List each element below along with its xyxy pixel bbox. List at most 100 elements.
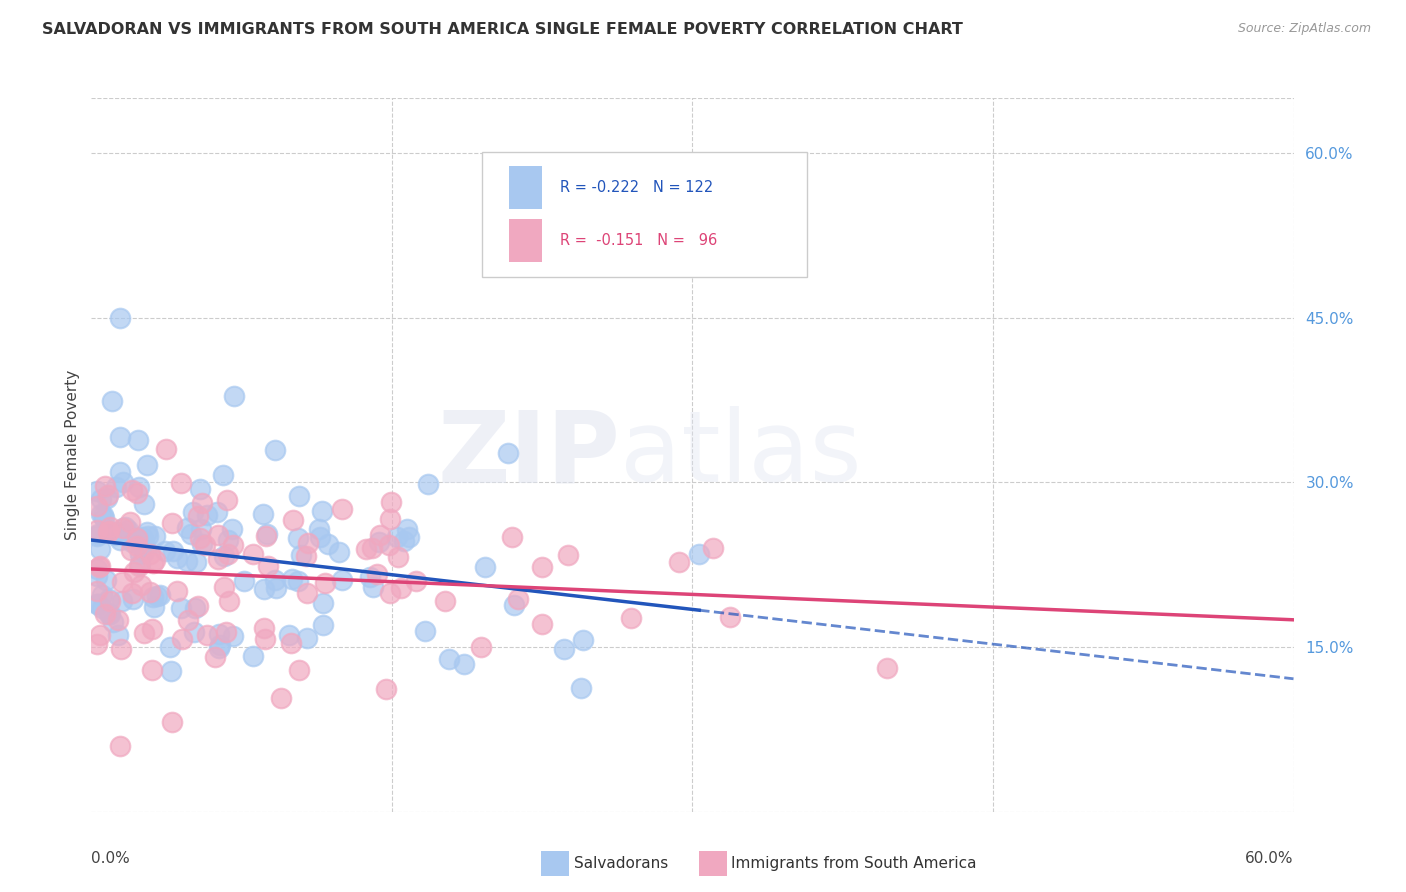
Point bbox=[127, 433, 149, 447]
Point bbox=[125, 532, 148, 546]
Point bbox=[129, 578, 152, 592]
Point bbox=[142, 590, 165, 604]
Text: ZIP: ZIP bbox=[437, 407, 620, 503]
Point bbox=[104, 527, 127, 541]
Point bbox=[264, 581, 287, 595]
Point bbox=[108, 430, 131, 444]
Point bbox=[111, 526, 134, 541]
Text: SALVADORAN VS IMMIGRANTS FROM SOUTH AMERICA SINGLE FEMALE POVERTY CORRELATION CH: SALVADORAN VS IMMIGRANTS FROM SOUTH AMER… bbox=[42, 22, 963, 37]
Point bbox=[368, 528, 391, 542]
Point bbox=[86, 523, 108, 537]
Point bbox=[122, 565, 145, 579]
Point bbox=[366, 566, 388, 581]
Point bbox=[100, 520, 122, 534]
Point bbox=[120, 515, 142, 529]
Text: Immigrants from South America: Immigrants from South America bbox=[731, 856, 977, 871]
Point bbox=[146, 590, 169, 604]
Point bbox=[87, 560, 110, 574]
Point bbox=[287, 531, 309, 545]
Point bbox=[159, 640, 181, 654]
Point bbox=[377, 538, 399, 552]
Point bbox=[474, 560, 496, 574]
Point bbox=[121, 483, 143, 497]
Point bbox=[288, 490, 311, 504]
Point bbox=[128, 480, 150, 494]
Point bbox=[184, 601, 207, 615]
Point bbox=[502, 598, 524, 612]
Point bbox=[571, 632, 593, 647]
Point bbox=[104, 525, 127, 540]
Point bbox=[91, 601, 114, 615]
FancyBboxPatch shape bbox=[509, 166, 543, 209]
Point bbox=[114, 520, 136, 534]
Text: R = -0.222   N = 122: R = -0.222 N = 122 bbox=[560, 180, 713, 194]
Point bbox=[97, 488, 120, 502]
Point bbox=[253, 621, 276, 635]
Point bbox=[290, 549, 312, 563]
Point bbox=[208, 627, 231, 641]
Point bbox=[217, 493, 239, 508]
Point bbox=[86, 499, 108, 513]
Point bbox=[501, 530, 523, 544]
Point bbox=[437, 652, 460, 666]
Point bbox=[330, 573, 353, 587]
Point bbox=[90, 507, 112, 521]
Point bbox=[718, 610, 741, 624]
Point bbox=[204, 649, 226, 664]
Point bbox=[176, 521, 198, 535]
Point bbox=[389, 581, 412, 595]
Point bbox=[281, 572, 304, 586]
Text: atlas: atlas bbox=[620, 407, 862, 503]
Point bbox=[363, 580, 385, 594]
Y-axis label: Single Female Poverty: Single Female Poverty bbox=[65, 370, 80, 540]
Point bbox=[128, 559, 150, 574]
Point bbox=[218, 594, 240, 608]
Point bbox=[470, 640, 492, 654]
Point bbox=[86, 637, 108, 651]
Point bbox=[117, 523, 139, 537]
Point bbox=[308, 522, 330, 536]
Point bbox=[141, 663, 163, 677]
Point bbox=[128, 557, 150, 571]
Point bbox=[184, 555, 207, 569]
Point bbox=[86, 568, 108, 582]
Point bbox=[94, 607, 117, 622]
Point bbox=[176, 554, 198, 568]
Point bbox=[387, 530, 409, 544]
Point bbox=[89, 628, 111, 642]
Point bbox=[434, 594, 457, 608]
Point bbox=[530, 617, 553, 632]
Point bbox=[125, 485, 148, 500]
Point bbox=[105, 480, 128, 494]
Point bbox=[506, 592, 529, 607]
Point bbox=[557, 548, 579, 562]
Point bbox=[312, 618, 335, 632]
Point bbox=[498, 445, 520, 459]
Point bbox=[254, 529, 277, 543]
Point bbox=[398, 530, 420, 544]
Point bbox=[207, 504, 229, 518]
Point bbox=[195, 508, 218, 523]
Point bbox=[242, 648, 264, 663]
Point bbox=[221, 523, 243, 537]
Point bbox=[91, 508, 114, 523]
Point bbox=[688, 547, 710, 561]
Point bbox=[190, 496, 212, 510]
Point bbox=[214, 580, 236, 594]
Point bbox=[135, 458, 157, 473]
Point bbox=[394, 534, 416, 549]
Point bbox=[378, 586, 401, 600]
Point bbox=[94, 479, 117, 493]
Point bbox=[287, 574, 309, 589]
Point bbox=[139, 547, 162, 561]
Point bbox=[396, 522, 419, 536]
Point bbox=[281, 513, 304, 527]
Point bbox=[108, 533, 131, 548]
Point bbox=[98, 607, 121, 621]
FancyBboxPatch shape bbox=[482, 152, 807, 277]
Text: Source: ZipAtlas.com: Source: ZipAtlas.com bbox=[1237, 22, 1371, 36]
Point bbox=[87, 526, 110, 541]
Point bbox=[111, 574, 134, 589]
Point bbox=[191, 537, 214, 551]
Point bbox=[354, 541, 377, 556]
